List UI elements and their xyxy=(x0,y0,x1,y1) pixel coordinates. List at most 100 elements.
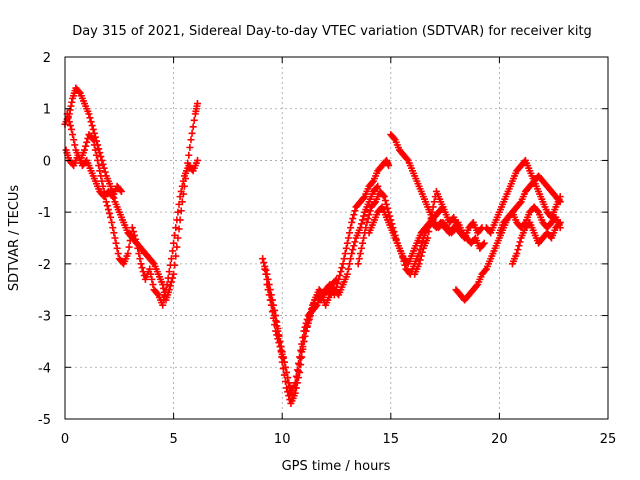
data-point xyxy=(175,225,183,233)
data-point xyxy=(430,198,438,206)
data-point xyxy=(189,123,197,131)
data-point xyxy=(149,259,157,267)
data-point xyxy=(337,268,345,276)
data-point xyxy=(359,239,367,247)
data-point xyxy=(338,264,346,272)
data-point xyxy=(480,239,488,247)
data-point xyxy=(159,301,167,309)
data-point xyxy=(107,182,115,190)
data-point xyxy=(309,304,317,312)
data-point xyxy=(190,116,198,124)
data-point xyxy=(126,237,134,245)
data-point xyxy=(173,243,181,251)
data-point xyxy=(95,145,103,153)
data-point xyxy=(454,224,462,232)
data-point xyxy=(66,122,74,130)
data-point xyxy=(346,229,354,237)
data-point xyxy=(385,162,393,170)
data-point xyxy=(304,319,312,327)
data-point xyxy=(294,367,302,375)
data-point xyxy=(360,234,368,242)
data-point xyxy=(266,296,274,304)
data-point xyxy=(342,244,350,252)
data-point xyxy=(379,191,387,199)
data-point xyxy=(113,244,121,252)
data-point xyxy=(301,332,309,340)
data-point xyxy=(86,114,94,122)
data-point xyxy=(428,208,436,216)
data-point xyxy=(299,343,307,351)
data-point xyxy=(169,247,177,255)
data-point xyxy=(290,389,298,397)
data-point xyxy=(68,98,76,106)
grid-lines xyxy=(65,57,608,419)
data-point xyxy=(271,321,279,329)
data-point xyxy=(429,203,437,211)
data-point xyxy=(133,239,141,247)
data-point xyxy=(175,200,183,208)
data-point xyxy=(479,240,487,248)
data-point xyxy=(360,212,368,220)
data-point xyxy=(347,224,355,232)
data-point xyxy=(366,207,374,215)
y-tick-label: 2 xyxy=(43,51,51,66)
data-point xyxy=(289,394,297,402)
data-point xyxy=(380,193,388,201)
data-point xyxy=(297,354,305,362)
chart-title: Day 315 of 2021, Sidereal Day-to-day VTE… xyxy=(72,24,592,39)
data-point xyxy=(556,224,564,232)
data-point xyxy=(336,271,344,279)
data-point xyxy=(98,177,106,185)
data-point xyxy=(293,374,301,382)
data-point xyxy=(381,197,389,205)
data-point xyxy=(291,384,299,392)
data-point xyxy=(187,136,195,144)
data-point xyxy=(101,168,109,176)
data-point xyxy=(82,142,90,150)
data-point xyxy=(351,238,359,246)
data-point xyxy=(83,138,91,146)
data-point xyxy=(278,350,286,358)
data-point xyxy=(418,248,426,256)
data-point xyxy=(300,337,308,345)
data-point xyxy=(360,194,368,202)
data-point xyxy=(94,156,102,164)
data-point xyxy=(110,229,118,237)
data-point xyxy=(87,118,95,126)
data-point xyxy=(90,129,98,137)
data-point xyxy=(270,314,278,322)
x-tick-label: 15 xyxy=(383,432,400,447)
data-point xyxy=(346,260,354,268)
data-point xyxy=(303,323,311,331)
data-point xyxy=(331,277,339,285)
data-point xyxy=(515,242,523,250)
data-point xyxy=(161,291,169,299)
data-point xyxy=(415,260,423,268)
data-point xyxy=(260,259,268,267)
x-tick-label: 5 xyxy=(169,432,177,447)
data-point xyxy=(88,122,96,130)
data-point xyxy=(344,234,352,242)
data-point xyxy=(477,225,485,233)
data-point xyxy=(268,308,276,316)
data-point xyxy=(153,290,161,298)
data-point xyxy=(272,327,280,335)
data-point xyxy=(97,172,105,180)
data-point xyxy=(343,270,351,278)
data-point xyxy=(426,221,434,229)
data-point xyxy=(100,164,108,172)
x-tick-label: 0 xyxy=(61,432,69,447)
data-point xyxy=(138,264,146,272)
data-point xyxy=(185,151,193,159)
data-point xyxy=(350,211,358,219)
data-point xyxy=(382,200,390,208)
x-tick-label: 10 xyxy=(274,432,291,447)
data-point xyxy=(136,255,144,263)
data-point xyxy=(264,286,272,294)
data-point xyxy=(270,306,278,314)
data-point xyxy=(146,265,154,273)
data-point xyxy=(368,178,376,186)
data-point xyxy=(148,275,156,283)
data-point xyxy=(298,348,306,356)
data-point xyxy=(106,209,114,217)
